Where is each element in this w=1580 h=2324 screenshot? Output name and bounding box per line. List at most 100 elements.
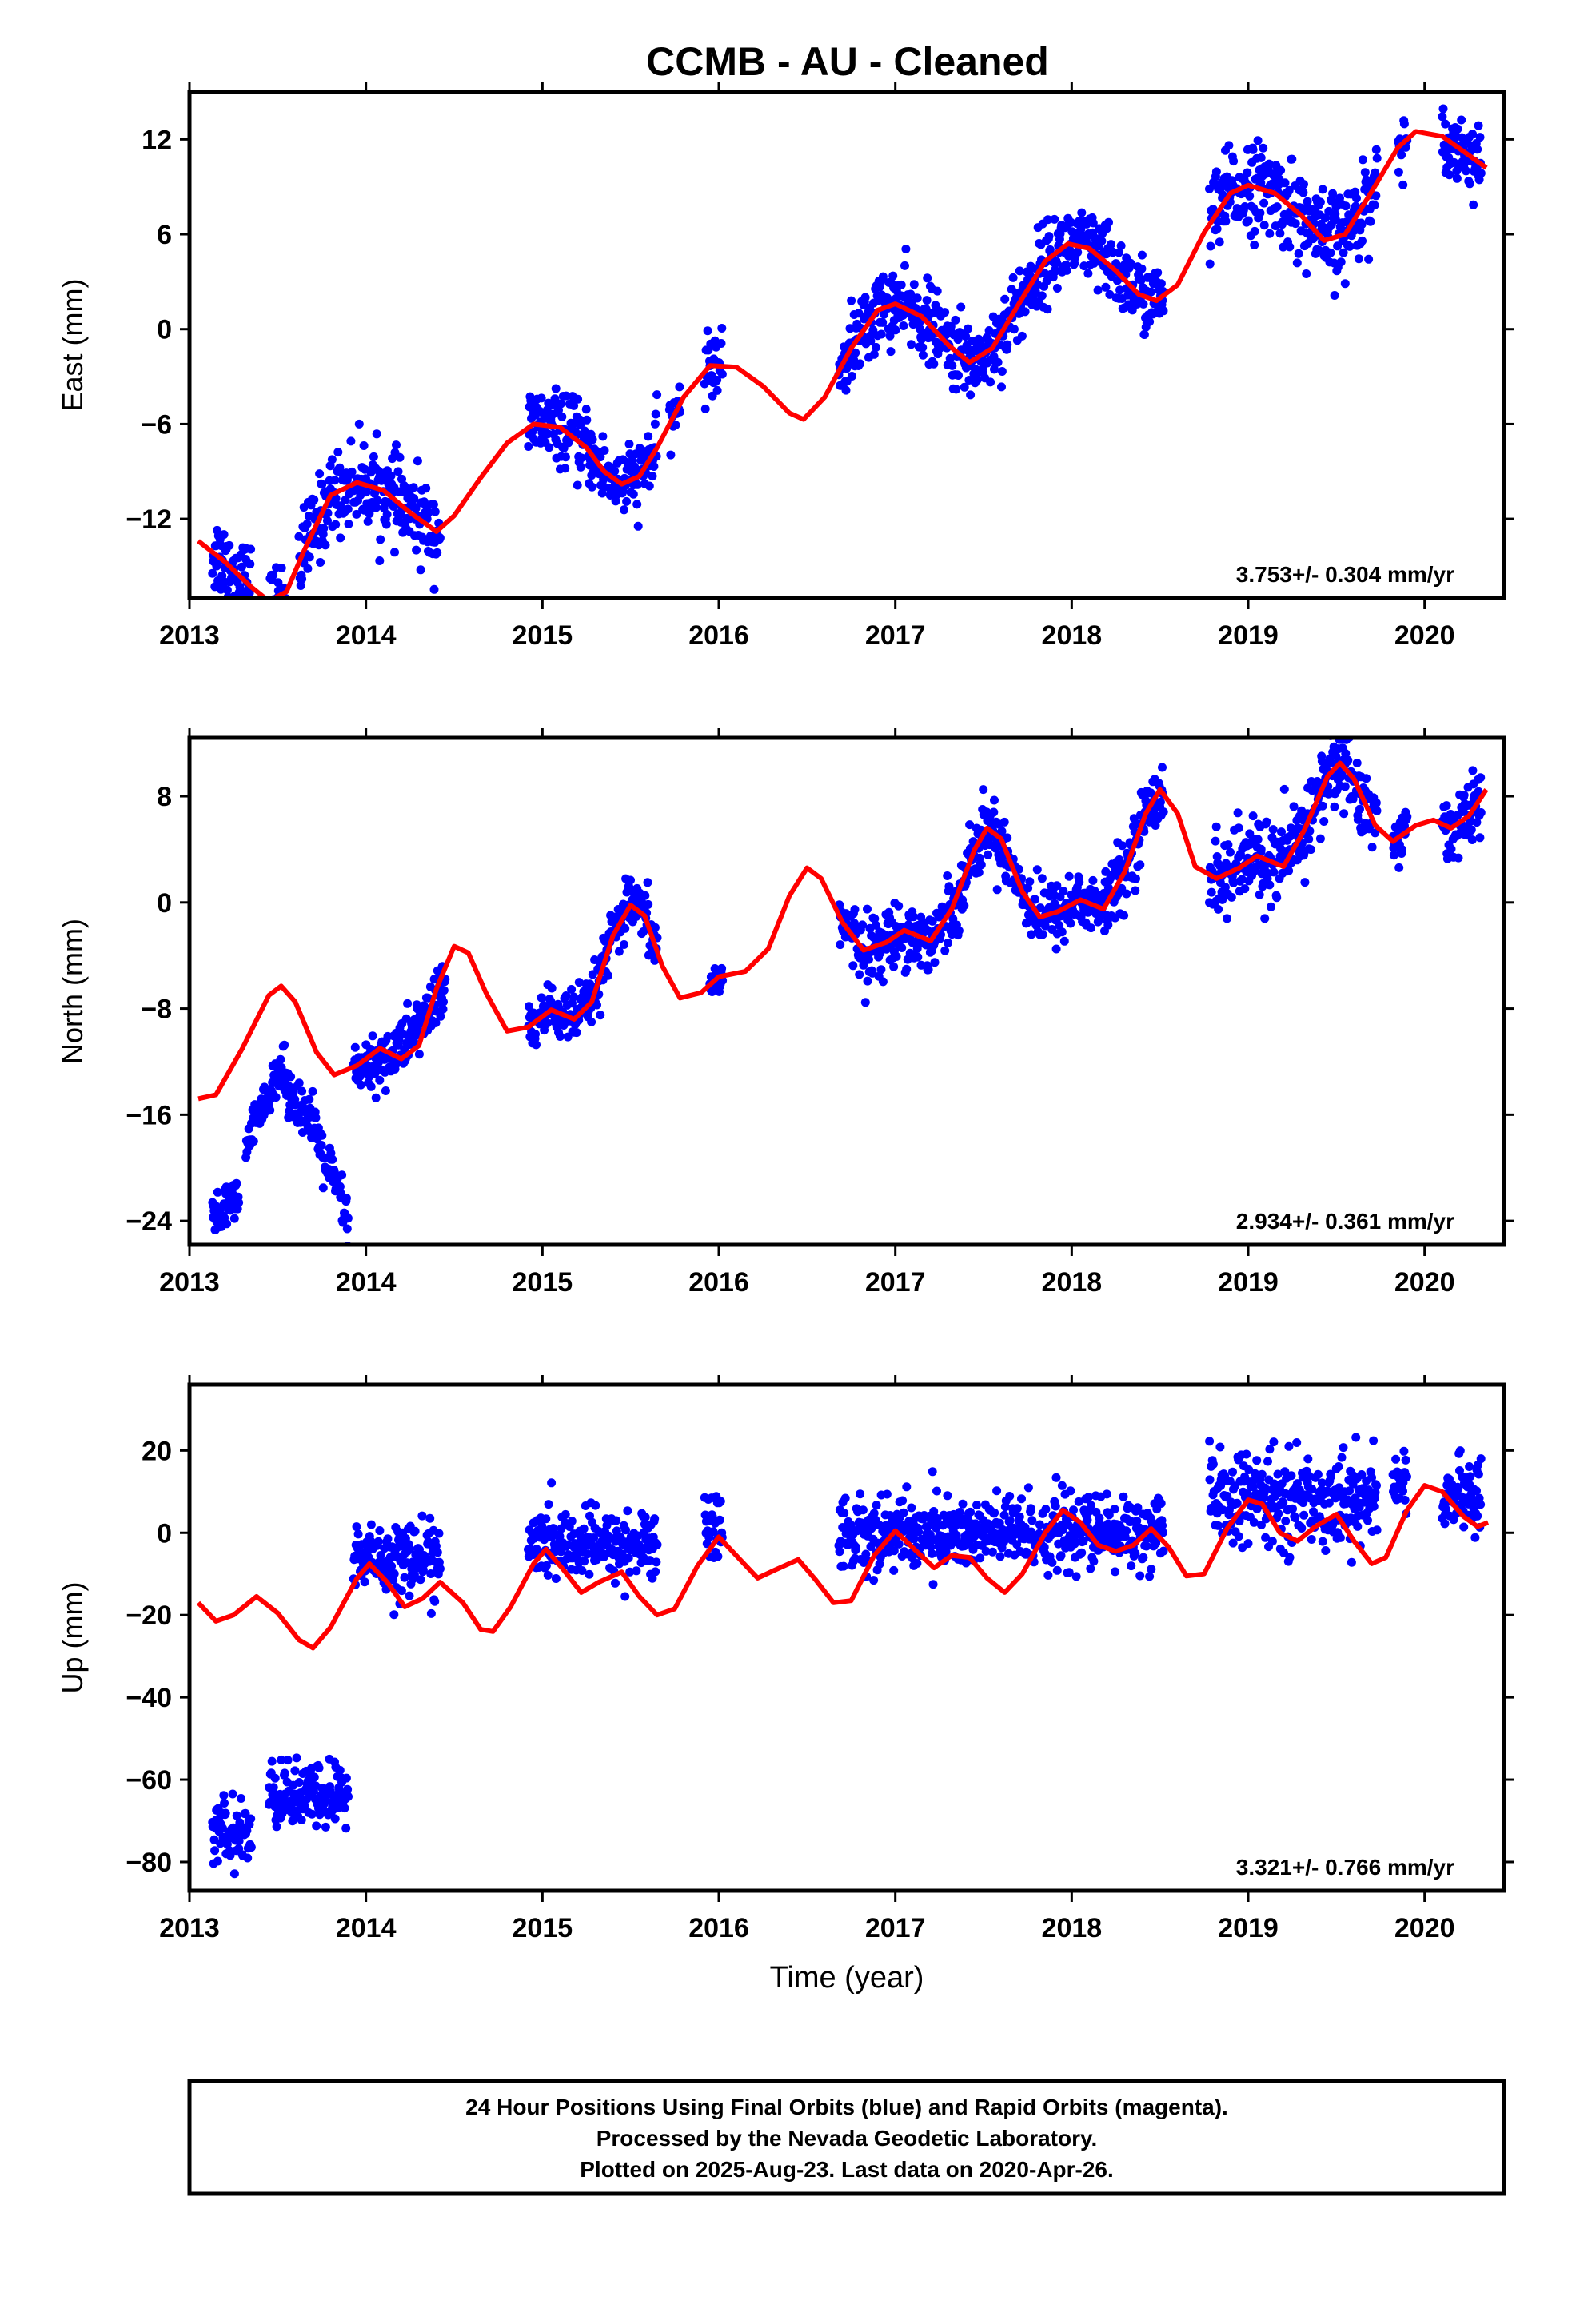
east-data-point (1245, 191, 1255, 201)
east-data-point (233, 602, 241, 611)
east-data-point (416, 565, 425, 575)
north-data-point (569, 992, 579, 1002)
east-xtick-label: 2020 (1394, 620, 1455, 651)
up-frame (187, 1382, 1506, 1893)
east-data-point (1229, 157, 1239, 166)
east-data-point (330, 476, 340, 485)
north-data-point (1327, 759, 1336, 768)
up-data-point (869, 1576, 879, 1585)
up-data-point (1313, 1469, 1323, 1479)
north-data-point (572, 1028, 581, 1038)
north-data-point (1057, 927, 1067, 937)
up-data-point (272, 1822, 281, 1832)
up-data-point (651, 1567, 660, 1577)
north-data-point (436, 1011, 445, 1021)
up-data-point (981, 1546, 991, 1556)
north-data-point (1059, 936, 1069, 946)
north-data-point (1211, 836, 1220, 846)
east-data-point (1240, 202, 1250, 211)
up-data-point (1228, 1538, 1238, 1548)
up-data-point (541, 1514, 551, 1524)
up-data-point (1297, 1524, 1307, 1533)
north-data-point (1214, 904, 1223, 914)
north-data-point (234, 1198, 244, 1207)
east-data-point (1285, 242, 1295, 252)
east-data-point (390, 548, 399, 557)
up-data-point (1017, 1494, 1026, 1504)
east-data-point (266, 608, 275, 617)
up-data-point (914, 1527, 924, 1537)
footer-line-3: Plotted on 2025-Aug-23. Last data on 202… (580, 2157, 1114, 2182)
east-data-point (309, 495, 319, 504)
north-data-point (864, 955, 873, 964)
north-data-point (1279, 784, 1289, 794)
east-data-point (878, 317, 888, 327)
up-data-point (360, 1577, 369, 1587)
north-data-point (318, 1183, 328, 1193)
east-data-point (961, 332, 971, 341)
east-data-point (923, 273, 932, 283)
east-data-point (222, 585, 232, 595)
east-data-point (648, 472, 657, 481)
up-data-point (976, 1553, 985, 1563)
east-data-point (628, 489, 638, 499)
up-data-point (389, 1610, 399, 1620)
east-data-point (1253, 136, 1263, 145)
east-data-point (303, 564, 313, 573)
north-data-point (650, 923, 660, 932)
up-data-point (898, 1496, 908, 1505)
north-data-point (650, 955, 660, 965)
up-data-point (540, 1535, 549, 1545)
north-data-point (954, 926, 964, 935)
north-xtick-label: 2014 (336, 1267, 397, 1298)
figure-title: CCMB - AU - Cleaned (646, 39, 1049, 84)
east-data-point (945, 353, 955, 363)
east-data-point (1399, 119, 1409, 129)
east-data-point (319, 524, 329, 533)
north-data-point (556, 1032, 565, 1041)
up-xtick-label: 2014 (336, 1913, 397, 1943)
east-data-point (212, 561, 221, 571)
north-data-point (249, 1137, 258, 1146)
east-data-point (922, 296, 932, 305)
east-data-point (1476, 169, 1486, 178)
up-data-point (1472, 1486, 1481, 1496)
up-data-point (1363, 1516, 1372, 1525)
north-data-point (1300, 878, 1310, 887)
east-data-point (1243, 168, 1252, 177)
up-data-point (988, 1547, 997, 1557)
north-data-point (543, 1018, 552, 1028)
up-points (208, 1433, 1486, 1879)
north-data-point (1211, 822, 1221, 831)
east-data-point (1008, 273, 1018, 282)
east-data-point (1044, 232, 1054, 241)
up-xtick-label: 2019 (1218, 1913, 1279, 1943)
east-data-point (717, 324, 727, 333)
north-data-point (265, 1106, 275, 1115)
east-data-point (1354, 254, 1363, 264)
north-data-point (1265, 880, 1275, 890)
east-data-point (644, 432, 653, 441)
up-data-point (1324, 1498, 1334, 1508)
north-data-point (1362, 774, 1371, 783)
north-data-point (1372, 806, 1382, 815)
north-data-point (1269, 867, 1279, 877)
east-data-point (269, 631, 277, 640)
east-data-point (1212, 224, 1222, 233)
up-data-point (410, 1526, 420, 1536)
north-data-point (643, 878, 652, 887)
east-data-point (1256, 153, 1266, 162)
north-data-point (1223, 840, 1233, 850)
up-data-point (219, 1791, 229, 1800)
up-data-point (228, 1789, 237, 1799)
east-data-point (878, 272, 888, 281)
up-data-point (426, 1569, 436, 1578)
up-data-point (1287, 1471, 1296, 1481)
up-data-point (955, 1508, 964, 1517)
north-data-point (928, 916, 937, 926)
up-data-point (300, 1801, 309, 1811)
east-data-point (588, 435, 597, 444)
north-data-point (335, 1182, 345, 1191)
north-data-point (1459, 791, 1469, 800)
up-data-point (1441, 1505, 1450, 1514)
